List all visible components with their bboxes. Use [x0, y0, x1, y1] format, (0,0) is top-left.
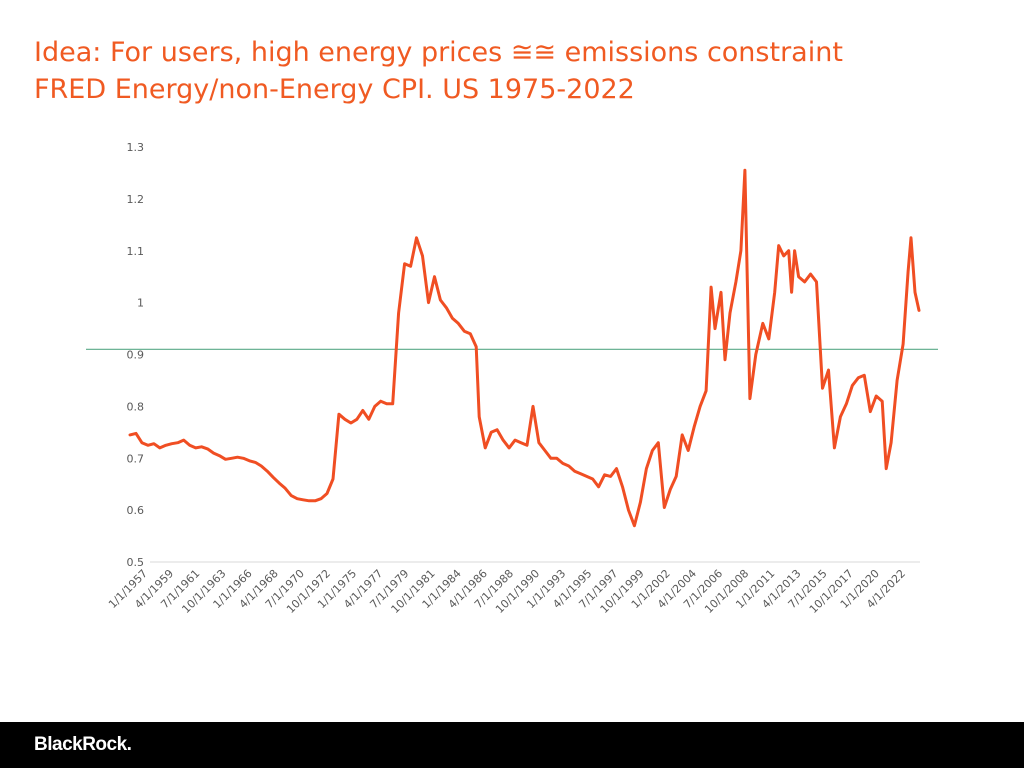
plot-area [86, 168, 938, 528]
y-tick-label: 1.3 [127, 141, 145, 154]
y-tick-label: 0.6 [127, 504, 145, 517]
slide-title: Idea: For users, high energy prices ≅≅ e… [34, 34, 994, 108]
x-axis: 1/1/19574/1/19597/1/196110/1/19631/1/196… [106, 561, 920, 616]
series-line [128, 168, 921, 528]
title-line-2: FRED Energy/non-Energy CPI. US 1975-2022 [34, 74, 635, 105]
blackrock-logo: BlackRock. [34, 734, 132, 755]
y-axis: 0.5 0.6 0.7 0.8 0.9 1 1.1 1.2 1.3 [127, 141, 145, 569]
footer-bar: BlackRock. [0, 722, 1024, 768]
y-tick-label: 1.1 [127, 245, 145, 258]
y-tick-label: 0.8 [127, 400, 145, 413]
y-tick-label: 1.2 [127, 193, 145, 206]
y-tick-label: 0.9 [127, 349, 145, 362]
energy-cpi-ratio-chart: 0.5 0.6 0.7 0.8 0.9 1 1.1 1.2 1.3 1/1/19574/1/19… [86, 141, 938, 616]
y-tick-label: 0.5 [127, 556, 145, 569]
title-line-1: Idea: For users, high energy prices ≅≅ e… [34, 37, 843, 68]
y-tick-label: 0.7 [127, 452, 145, 465]
y-tick-label: 1 [137, 297, 144, 310]
